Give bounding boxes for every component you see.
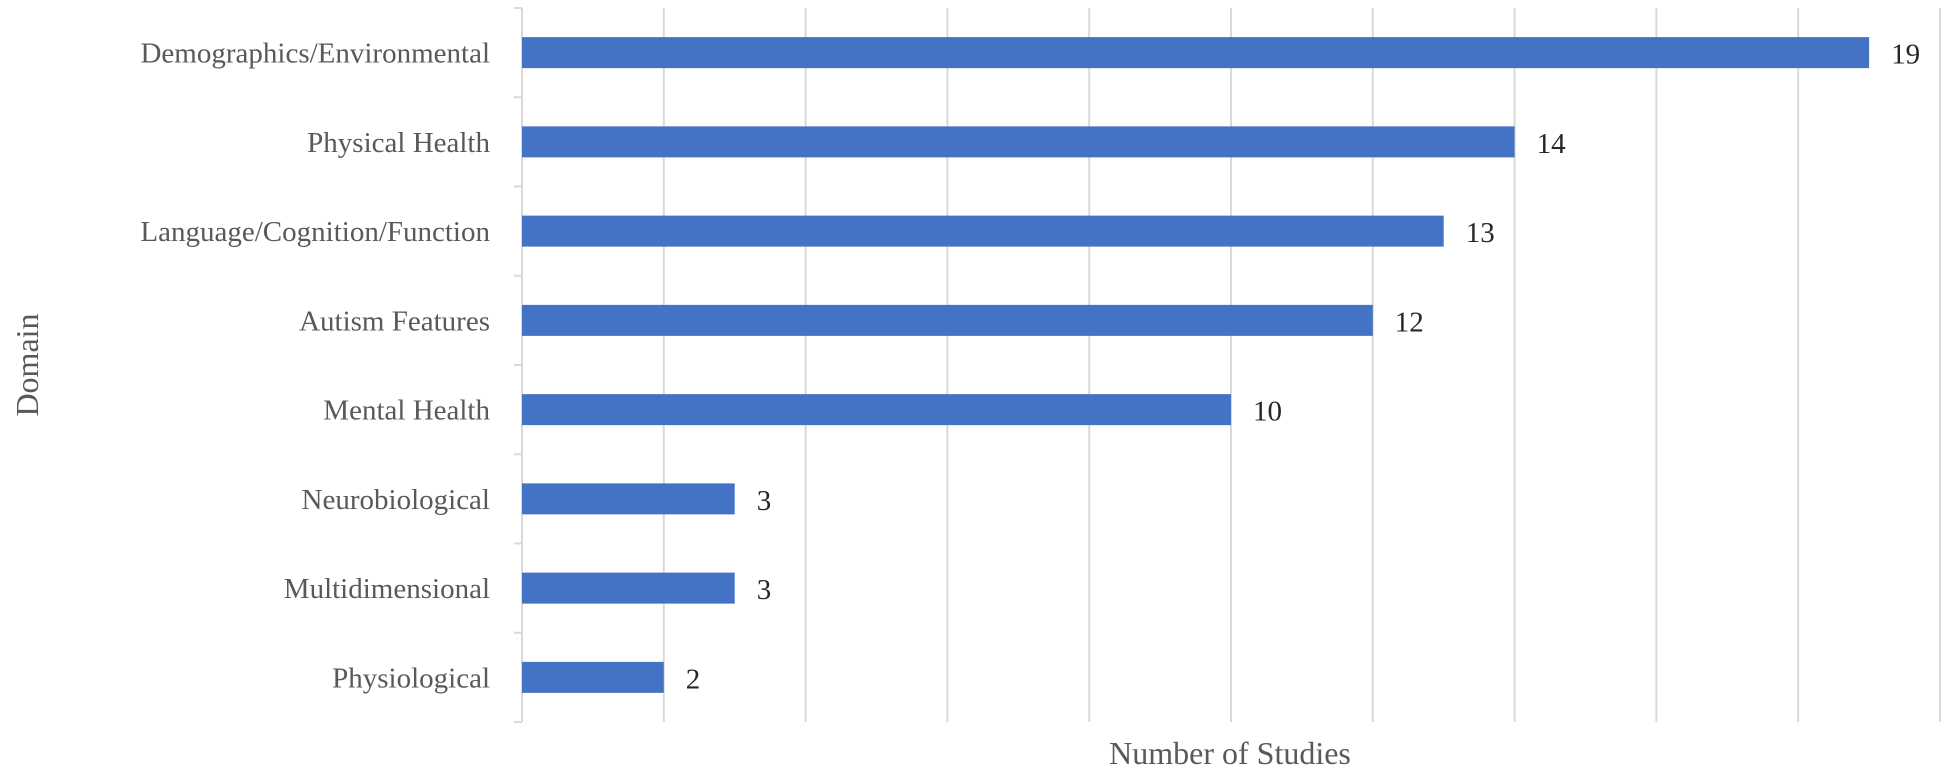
category-label: Mental Health: [323, 395, 490, 427]
x-axis-title: Number of Studies: [1109, 735, 1351, 771]
category-label: Physiological: [332, 662, 490, 694]
data-label: 14: [1537, 128, 1567, 160]
bars: [522, 37, 1870, 693]
bar: [522, 661, 664, 693]
data-label: 12: [1395, 306, 1424, 338]
bar: [522, 304, 1373, 336]
category-label: Neurobiological: [302, 484, 490, 516]
labels: Demographics/Environmental 19 Physical Hea…: [140, 38, 1920, 696]
data-label: 10: [1253, 396, 1282, 428]
data-label: 3: [757, 485, 772, 517]
gridlines: [514, 7, 1941, 723]
data-label: 2: [686, 663, 701, 695]
data-label: 19: [1891, 39, 1920, 71]
bar: [522, 572, 735, 604]
data-label: 3: [757, 574, 772, 606]
bar: [522, 215, 1444, 247]
bar: [522, 126, 1515, 158]
bar: [522, 37, 1870, 69]
y-axis-title: Domain: [9, 313, 45, 416]
category-label: Multidimensional: [284, 573, 490, 605]
category-label: Autism Features: [299, 305, 490, 337]
category-label: Language/Cognition/Function: [140, 216, 490, 248]
bar: [522, 483, 735, 515]
data-label: 13: [1466, 217, 1495, 249]
category-label: Physical Health: [307, 127, 490, 159]
bar: [522, 394, 1231, 426]
category-label: Demographics/Environmental: [140, 38, 490, 70]
